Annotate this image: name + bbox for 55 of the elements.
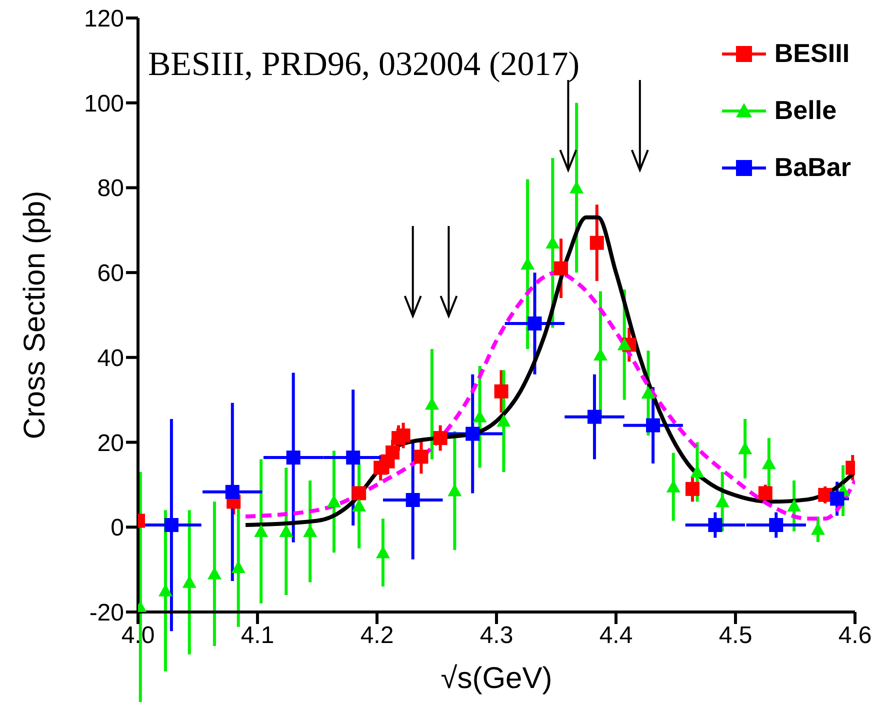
point [830,492,844,506]
x-tick-label: 4.5 [718,622,752,650]
point [641,386,656,399]
y-tick-label: 60 [97,260,124,288]
point [590,236,604,250]
point [715,494,730,508]
point [587,410,602,424]
point [396,428,410,442]
point [352,498,366,512]
x-tick-label: 4.1 [240,622,274,650]
point [685,482,700,496]
y-tick-label: 40 [97,344,124,372]
point [787,498,802,512]
x-tick-label: 4.2 [360,622,394,650]
point [494,384,508,398]
y-tick-label: 120 [84,6,124,33]
y-tick-label: -20 [89,600,124,627]
point [406,492,420,507]
legend-label: BESIII [774,38,850,69]
point [414,450,428,464]
point [286,450,300,465]
point [164,518,178,532]
x-axis-title: √s(GeV) [440,662,552,695]
y-axis-title: Cross Section (pb) [18,190,52,440]
y-tick-label: 80 [97,175,124,202]
point [352,486,366,500]
point [520,257,535,270]
point [279,524,294,537]
line-series [244,215,855,528]
point [708,518,722,532]
point [225,484,240,499]
y-tick-label: 0 [110,514,124,542]
point [769,518,784,532]
point [433,431,448,446]
point [346,450,360,465]
y-tick-label: 20 [97,430,124,457]
y-tick-label: 100 [84,90,124,118]
point [496,414,511,427]
x-tick-label: 4.6 [838,622,872,650]
point [758,486,772,500]
point [554,261,568,276]
point [762,456,776,470]
annotation: BESIII, PRD96, 032004 (2017) [148,46,580,84]
point [386,445,400,460]
legend-label: Belle [774,95,837,126]
point [646,418,660,432]
point [528,316,542,330]
point [448,484,462,496]
point [617,338,632,350]
legend-label: BaBar [774,152,851,183]
point [738,442,752,454]
x-tick-label: 4.3 [480,622,514,650]
point [254,524,268,537]
x-tick-label: 4.4 [599,622,633,650]
point [466,426,480,441]
